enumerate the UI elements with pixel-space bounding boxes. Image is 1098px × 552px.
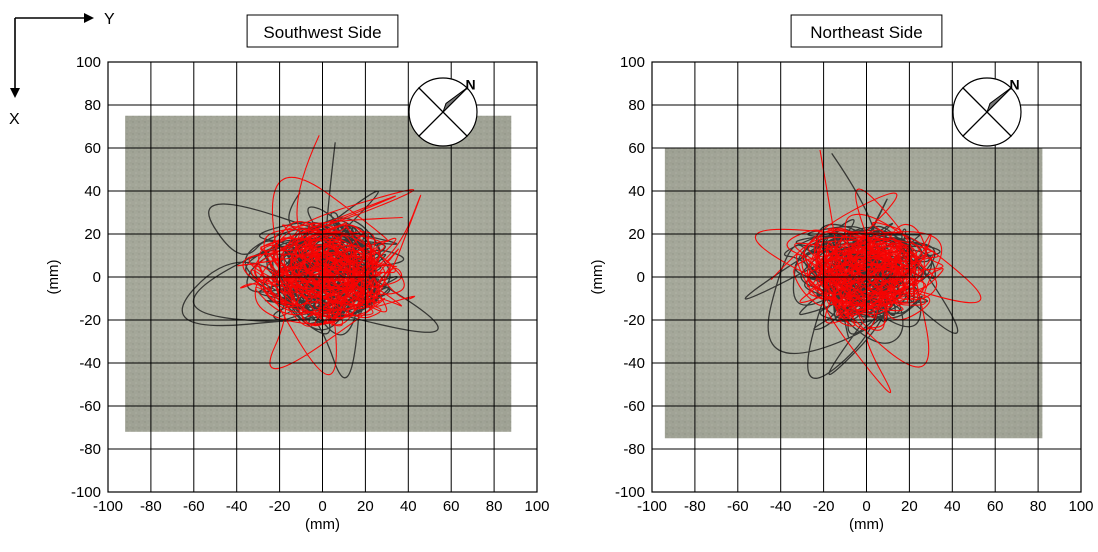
trajectory-traces — [181, 135, 439, 379]
axes: -100 -80 -60 -40 -20 0 20 40 60 80 100 -100 -80 -60 -4… — [615, 54, 1094, 515]
trajectory-red — [237, 135, 422, 376]
x-tick-label: 0 — [862, 498, 870, 515]
x-tick-label: -80 — [684, 498, 706, 515]
y-tick-label: 20 — [84, 226, 101, 243]
x-tick-label: 20 — [357, 498, 374, 515]
x-tick-label: 60 — [987, 498, 1004, 515]
chart-title-box — [790, 14, 943, 48]
y-axis-label: (mm) — [45, 260, 62, 295]
compass-north-label: N — [465, 77, 475, 93]
y-direction-label: Y — [104, 11, 115, 28]
x-tick-label: -100 — [93, 498, 123, 515]
x-tick-label: -40 — [226, 498, 248, 515]
trajectory-red — [754, 149, 982, 394]
y-tick-label: 80 — [84, 97, 101, 114]
y-tick-label: -40 — [623, 355, 645, 372]
y-tick-label: -20 — [623, 312, 645, 329]
x-tick-label: 80 — [1030, 498, 1047, 515]
plot-frame — [651, 61, 1082, 493]
trajectory-traces — [744, 149, 982, 394]
plot-area — [664, 148, 1043, 439]
chart-title: Southwest Side — [263, 23, 381, 42]
x-tick-label: -40 — [770, 498, 792, 515]
x-tick-label: 20 — [901, 498, 918, 515]
x-tick-label: -20 — [269, 498, 291, 515]
y-tick-label: 0 — [637, 269, 645, 286]
x-tick-label: 100 — [524, 498, 549, 515]
y-axis-label: (mm) — [589, 260, 606, 295]
y-tick-label: -100 — [71, 484, 101, 501]
x-tick-label: 100 — [1068, 498, 1093, 515]
y-tick-label: 80 — [628, 97, 645, 114]
x-axis-label: (mm) — [849, 516, 884, 533]
y-tick-label: -60 — [623, 398, 645, 415]
y-tick-label: -80 — [623, 441, 645, 458]
y-tick-label: 40 — [84, 183, 101, 200]
x-tick-label: 80 — [486, 498, 503, 515]
orientation-indicator: Y X — [9, 11, 115, 128]
plot-area — [125, 115, 512, 432]
x-tick-label: 40 — [400, 498, 417, 515]
plot-frame — [107, 61, 538, 493]
x-tick-label: 60 — [443, 498, 460, 515]
y-tick-label: 60 — [84, 140, 101, 157]
chart-panel-northeast: Northeast Side -100 -80 -60 -40 -20 0 20 40 60 80… — [589, 14, 1094, 533]
x-tick-label: 40 — [944, 498, 961, 515]
x-tick-label: -100 — [637, 498, 667, 515]
axes: -100 -80 -60 -40 -20 0 20 40 60 80 100 -100 -80 -60 -4… — [71, 54, 550, 515]
x-tick-label: -20 — [813, 498, 835, 515]
y-tick-label: 0 — [93, 269, 101, 286]
x-tick-label: 0 — [318, 498, 326, 515]
y-tick-label: -60 — [79, 398, 101, 415]
y-tick-label: 100 — [76, 54, 101, 71]
chart-title: Northeast Side — [810, 23, 922, 42]
y-tick-label: 20 — [628, 226, 645, 243]
x-tick-label: -80 — [140, 498, 162, 515]
compass-icon — [408, 77, 478, 147]
y-tick-label: 40 — [628, 183, 645, 200]
y-tick-label: -20 — [79, 312, 101, 329]
y-tick-label: -40 — [79, 355, 101, 372]
y-tick-label: -80 — [79, 441, 101, 458]
y-tick-label: 100 — [620, 54, 645, 71]
compass-north-label: N — [1009, 77, 1019, 93]
x-tick-label: -60 — [727, 498, 749, 515]
compass-icon — [952, 77, 1022, 147]
y-tick-label: 60 — [628, 140, 645, 157]
y-tick-label: -100 — [615, 484, 645, 501]
x-tick-label: -60 — [183, 498, 205, 515]
chart-panel-southwest: Southwest Side -100 -80 -60 -40 -20 0 20 40 60 80… — [45, 14, 550, 533]
x-axis-label: (mm) — [305, 516, 340, 533]
x-direction-label: X — [9, 111, 20, 128]
chart-title-box — [246, 14, 399, 48]
